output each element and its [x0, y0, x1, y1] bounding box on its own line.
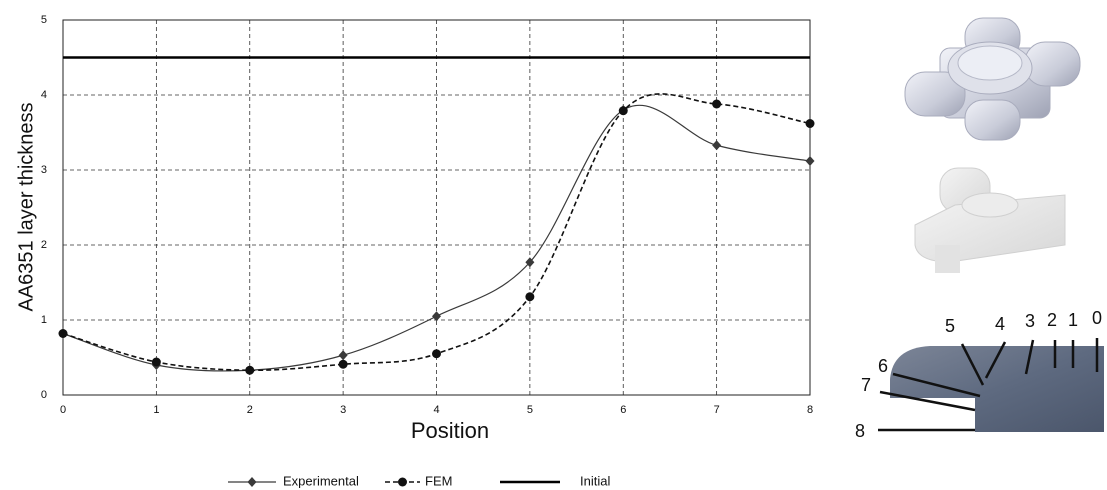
x-tick-label: 2: [247, 404, 253, 416]
legend-label: Initial: [580, 473, 610, 488]
micrograph: [878, 338, 1104, 432]
x-axis-label: Position: [411, 418, 489, 443]
x-tick-label: 0: [60, 404, 66, 416]
marker: [245, 366, 254, 375]
marker: [152, 358, 161, 367]
x-tick-label: 5: [527, 404, 533, 416]
figure: 012345012345678PositionAA6351 layer thic…: [0, 0, 1107, 490]
y-tick-label: 3: [41, 164, 47, 176]
section-label: 6: [878, 356, 888, 376]
marker: [712, 140, 721, 150]
section-label: 4: [995, 314, 1005, 334]
marker: [712, 100, 721, 109]
x-tick-label: 3: [340, 404, 346, 416]
marker: [398, 478, 407, 487]
y-tick-label: 0: [41, 389, 47, 401]
y-tick-label: 4: [41, 89, 47, 101]
marker: [339, 350, 348, 360]
x-tick-label: 6: [620, 404, 626, 416]
part-render: [905, 18, 1080, 140]
section-label: 8: [855, 421, 865, 441]
section-label: 0: [1092, 308, 1102, 328]
marker: [248, 477, 257, 487]
y-axis-label: AA6351 layer thickness: [15, 102, 37, 311]
x-tick-label: 4: [433, 404, 439, 416]
marker: [339, 360, 348, 369]
y-tick-label: 5: [41, 14, 47, 26]
marker: [806, 119, 815, 128]
marker: [432, 349, 441, 358]
section-label: 3: [1025, 311, 1035, 331]
legend-entry: Experimental: [228, 473, 359, 488]
x-tick-label: 1: [153, 404, 159, 416]
legend-entry: Initial: [500, 473, 610, 488]
marker: [525, 292, 534, 301]
marker: [806, 156, 815, 166]
legend-label: FEM: [425, 473, 452, 488]
marker: [432, 311, 441, 321]
y-tick-label: 1: [41, 314, 47, 326]
section-label: 2: [1047, 310, 1057, 330]
section-label: 7: [861, 375, 871, 395]
legend-label: Experimental: [283, 473, 359, 488]
marker: [59, 329, 68, 338]
x-tick-label: 8: [807, 404, 813, 416]
legend-entry: FEM: [385, 473, 452, 488]
section-label: 1: [1068, 310, 1078, 330]
marker: [619, 106, 628, 115]
section-label: 5: [945, 316, 955, 336]
section-render: [915, 168, 1065, 273]
x-tick-label: 7: [714, 404, 720, 416]
y-tick-label: 2: [41, 239, 47, 251]
